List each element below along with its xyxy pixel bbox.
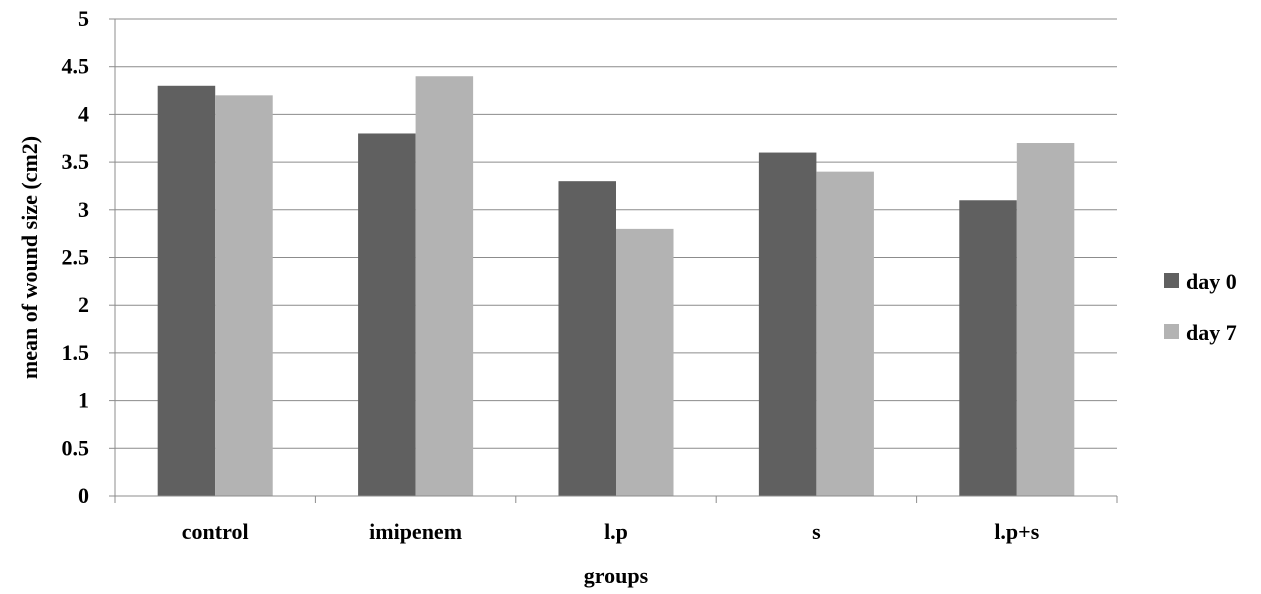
bar-day-0-imipenem <box>358 133 416 497</box>
x-category-label: s <box>812 519 821 544</box>
bar-day-0-l-p <box>558 181 616 496</box>
bar-day-0-s <box>758 152 817 496</box>
y-tick-label: 0.5 <box>62 435 90 460</box>
bars <box>157 76 1075 497</box>
y-tick-labels: 0 0.5 1 1.5 2 2.5 3 3.5 4 4.5 5 <box>62 6 90 508</box>
legend-swatch-day-7 <box>1164 324 1179 339</box>
bar-day-7-s <box>816 171 874 496</box>
y-tick-label: 1 <box>78 388 89 413</box>
bar-day-7-imipenem <box>415 76 474 497</box>
x-category-label: control <box>182 519 249 544</box>
axes <box>109 18 1118 503</box>
y-tick-label: 5 <box>78 6 89 31</box>
bar-day-7-control <box>215 95 273 496</box>
bar-day-0-l-p-s <box>959 200 1017 496</box>
y-tick-label: 1.5 <box>62 340 90 365</box>
y-tick-label: 0 <box>78 483 89 508</box>
bar-day-7-l-p <box>616 228 674 496</box>
bar-day-0-control <box>157 85 216 496</box>
legend: day 0 day 7 <box>1164 269 1237 345</box>
x-category-label: imipenem <box>369 519 462 544</box>
bar-day-7-l-p-s <box>1016 143 1075 496</box>
x-category-labels: control imipenem l.p s l.p+s <box>182 519 1040 544</box>
y-tick-label: 3 <box>78 197 89 222</box>
y-tick-label: 4 <box>78 101 89 126</box>
y-axis-title: mean of wound size (cm2) <box>17 136 42 379</box>
y-tick-label: 2 <box>78 292 89 317</box>
legend-swatch-day-0 <box>1164 273 1179 288</box>
x-category-label: l.p <box>604 519 628 544</box>
x-axis-title: groups <box>584 563 649 588</box>
x-category-label: l.p+s <box>994 519 1039 544</box>
legend-label-day-7: day 7 <box>1186 320 1237 345</box>
y-tick-label: 3.5 <box>62 149 90 174</box>
legend-label-day-0: day 0 <box>1186 269 1237 294</box>
y-tick-label: 2.5 <box>62 245 90 270</box>
y-tick-label: 4.5 <box>62 54 90 79</box>
